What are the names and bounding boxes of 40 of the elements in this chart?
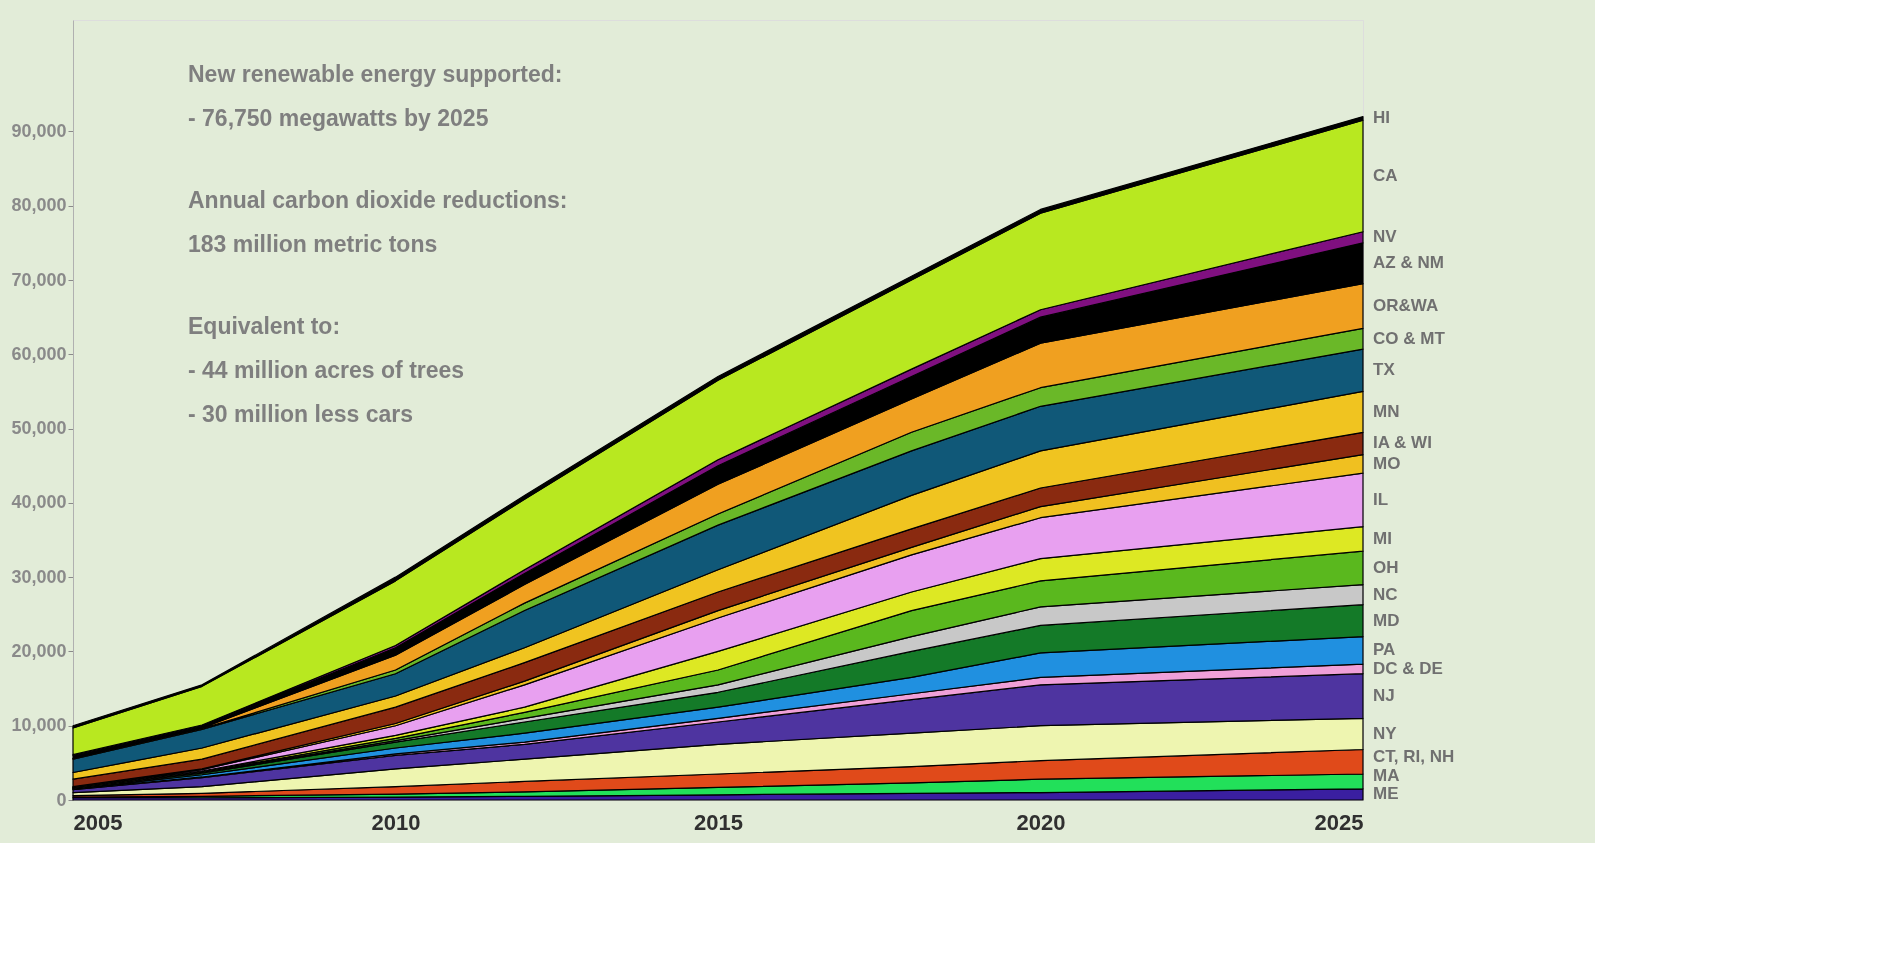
series-label: PA: [1373, 640, 1396, 660]
x-tick-label: 2025: [1314, 809, 1364, 835]
x-tick-label: 2020: [1016, 809, 1066, 835]
x-tick-label: 2010: [371, 809, 421, 835]
series-label: NC: [1373, 584, 1398, 604]
series-label: NJ: [1373, 686, 1395, 705]
series-label: ME: [1373, 784, 1399, 804]
y-tick-label: 70,000: [11, 269, 67, 290]
series-label: OH: [1373, 557, 1399, 577]
y-tick-label: 90,000: [11, 120, 67, 141]
series-label: NV: [1373, 227, 1398, 247]
series-label: MI: [1373, 528, 1392, 548]
series-label: HI: [1373, 108, 1390, 128]
series-label: MN: [1373, 401, 1400, 421]
x-tick-label: 2005: [73, 809, 123, 835]
series-label: CA: [1373, 166, 1398, 185]
series-label: AZ & NM: [1373, 253, 1444, 273]
annotation: New renewable energy supported: - 76,750 megawatts by 2025: [188, 61, 563, 131]
y-tick-label: 10,000: [11, 715, 67, 736]
series-label: NY: [1373, 723, 1398, 743]
y-tick-label: 30,000: [11, 566, 67, 587]
series-label: IA & WI: [1373, 433, 1432, 453]
series-label: CT, RI, NH: [1373, 746, 1455, 766]
y-tick-label: 50,000: [11, 418, 67, 439]
series-label: TX: [1373, 360, 1396, 380]
series-label: MD: [1373, 610, 1400, 630]
series-label: MA: [1373, 765, 1400, 785]
annotation: Equivalent to: - 44 million acres of trees - 30 million less cars: [188, 313, 465, 427]
series-label: DC & DE: [1373, 658, 1443, 678]
y-tick-label: 40,000: [11, 492, 67, 513]
series-label: IL: [1373, 489, 1389, 509]
y-tick-label: 20,000: [11, 640, 67, 661]
annotation: Annual carbon dioxide reductions: 183 million metric tons: [188, 187, 568, 257]
series-label: OR&WA: [1373, 296, 1439, 315]
y-tick-label: 0: [56, 789, 67, 810]
series-label: MO: [1373, 453, 1401, 473]
y-tick-label: 60,000: [11, 343, 67, 364]
x-tick-label: 2015: [694, 809, 743, 835]
series-label: CO & MT: [1373, 328, 1446, 348]
y-tick-label: 80,000: [11, 195, 67, 216]
